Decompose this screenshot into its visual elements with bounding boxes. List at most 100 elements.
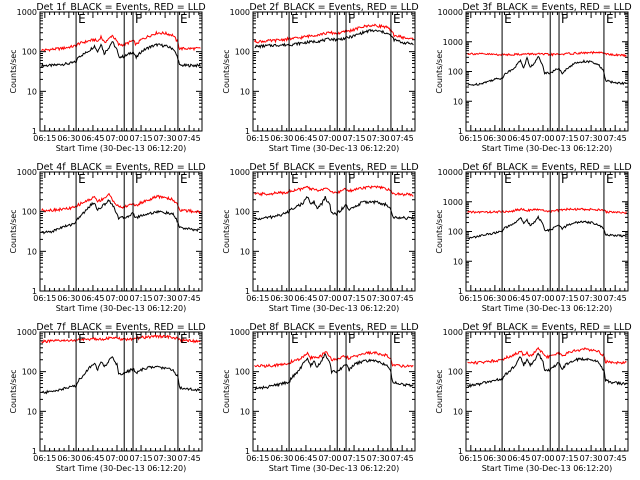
y-axis-label: Counts/sec: [222, 369, 231, 413]
x-tick-label: 06:45: [81, 134, 104, 143]
interval-marker-e: E: [606, 172, 614, 186]
interval-marker-e: E: [393, 172, 401, 186]
x-tick-label: 06:15: [246, 294, 269, 303]
series-line-events: [467, 55, 627, 87]
panel-det-1: Det 1f_BLACK = Events, RED = LLD 1 10 100 10…: [9, 2, 206, 153]
series-line-lld: [41, 192, 201, 214]
interval-marker-e: E: [393, 12, 401, 26]
x-tick-label: 07:30: [580, 294, 603, 303]
x-tick-label: 07:00: [318, 134, 341, 143]
interval-marker-e: E: [78, 172, 86, 186]
x-axis-label: Start Time (30-Dec-13 06:12:20): [269, 464, 400, 473]
y-tick-label: 1: [245, 287, 250, 296]
x-tick-label: 06:30: [57, 294, 80, 303]
panel-title: Det 7f_BLACK = Events, RED = LLD: [36, 322, 205, 333]
x-tick-label: 07:30: [367, 134, 390, 143]
panel-det-2: Det 2f_BLACK = Events, RED = LLD 1 10 100 10…: [222, 2, 419, 153]
y-tick-label: 1000: [443, 328, 463, 337]
x-tick-label: 07:45: [391, 454, 414, 463]
y-tick-label: 1: [245, 127, 250, 136]
plot-frame: [465, 331, 629, 452]
x-tick-label: 07:45: [604, 134, 627, 143]
x-tick-label: 06:45: [294, 294, 317, 303]
plot-frame: [39, 331, 203, 452]
y-tick-label: 10: [27, 247, 37, 256]
x-tick-label: 06:15: [33, 134, 56, 143]
x-tick-label: 07:15: [343, 294, 366, 303]
x-tick-label: 07:15: [130, 454, 153, 463]
series-line-lld: [41, 30, 201, 52]
y-tick-label: 10000: [438, 8, 463, 17]
panel-det-3: Det 3f_BLACK = Events, RED = LLD 1 10 100 10…: [435, 2, 632, 153]
panel-det-4: Det 4f_BLACK = Events, RED = LLD 1 10 100 10…: [9, 162, 206, 313]
series-line-lld: [467, 346, 627, 365]
panel-title: Det 1f_BLACK = Events, RED = LLD: [36, 2, 205, 13]
y-tick-label: 1: [32, 447, 37, 456]
x-axis-label: Start Time (30-Dec-13 06:12:20): [56, 464, 187, 473]
x-tick-label: 06:15: [246, 454, 269, 463]
plot-frame: [252, 331, 416, 452]
x-tick-label: 07:45: [178, 454, 201, 463]
y-tick-label: 1000: [17, 328, 37, 337]
series-line-events: [41, 199, 201, 235]
x-tick-label: 07:45: [391, 134, 414, 143]
x-tick-label: 07:15: [556, 454, 579, 463]
panel-det-6: Det 6f_BLACK = Events, RED = LLD 1 10 100 10…: [435, 162, 632, 313]
x-tick-label: 07:00: [105, 134, 128, 143]
interval-marker-f: F: [348, 12, 355, 26]
y-tick-label: 1000: [443, 38, 463, 47]
series-line-lld: [467, 207, 627, 215]
y-axis-label: Counts/sec: [435, 209, 444, 253]
series-line-events: [254, 28, 414, 49]
x-tick-label: 06:30: [270, 294, 293, 303]
interval-marker-e: E: [291, 12, 299, 26]
x-tick-label: 07:00: [105, 454, 128, 463]
y-tick-label: 10: [27, 407, 37, 416]
interval-marker-e: E: [78, 332, 86, 346]
panel-title: Det 5f_BLACK = Events, RED = LLD: [249, 162, 418, 173]
panel-det-5: Det 5f_BLACK = Events, RED = LLD 1 10 100 10…: [222, 162, 419, 313]
x-tick-label: 07:15: [556, 294, 579, 303]
x-tick-label: 07:00: [531, 454, 554, 463]
y-tick-label: 1: [32, 287, 37, 296]
x-tick-label: 06:45: [81, 294, 104, 303]
interval-marker-e: E: [291, 332, 299, 346]
interval-marker-f: F: [561, 332, 568, 346]
panel-det-8: Det 8f_BLACK = Events, RED = LLD 1 10 100 10…: [222, 322, 419, 473]
series-line-events: [467, 352, 627, 389]
panel-title: Det 9f_BLACK = Events, RED = LLD: [462, 322, 631, 333]
x-tick-label: 07:45: [391, 294, 414, 303]
y-axis-label: Counts/sec: [9, 49, 18, 93]
x-tick-label: 07:45: [178, 294, 201, 303]
interval-marker-e: E: [78, 12, 86, 26]
x-tick-label: 07:30: [367, 454, 390, 463]
x-tick-label: 07:00: [105, 294, 128, 303]
series-line-lld: [467, 50, 627, 58]
x-tick-label: 06:45: [507, 294, 530, 303]
series-line-lld: [41, 334, 201, 344]
x-tick-label: 06:15: [459, 294, 482, 303]
x-tick-label: 06:45: [294, 134, 317, 143]
interval-marker-e: E: [180, 172, 188, 186]
y-tick-label: 10: [240, 247, 250, 256]
y-tick-label: 1: [458, 287, 463, 296]
y-tick-label: 1: [245, 447, 250, 456]
y-tick-label: 100: [235, 48, 250, 57]
interval-marker-f: F: [348, 332, 355, 346]
x-tick-label: 06:45: [81, 454, 104, 463]
interval-marker-f: F: [348, 172, 355, 186]
x-tick-label: 06:30: [57, 134, 80, 143]
x-tick-label: 07:15: [130, 134, 153, 143]
panel-det-7: Det 7f_BLACK = Events, RED = LLD 1 10 100 10…: [9, 322, 206, 473]
x-tick-label: 06:15: [33, 294, 56, 303]
y-tick-label: 1: [32, 127, 37, 136]
x-tick-label: 06:15: [459, 134, 482, 143]
y-tick-label: 10: [240, 407, 250, 416]
x-tick-label: 07:00: [318, 294, 341, 303]
x-tick-label: 07:45: [604, 454, 627, 463]
y-tick-label: 1000: [230, 8, 250, 17]
series-line-events: [254, 195, 414, 221]
x-tick-label: 07:00: [531, 294, 554, 303]
panel-det-9: Det 9f_BLACK = Events, RED = LLD 1 10 100 10…: [435, 322, 632, 473]
x-tick-label: 07:15: [343, 134, 366, 143]
